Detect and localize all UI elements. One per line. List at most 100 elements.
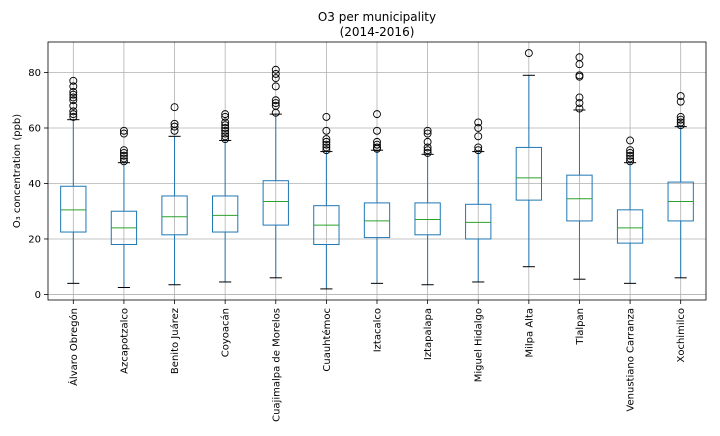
- outlier-point: [474, 143, 483, 152]
- outlier-point: [474, 132, 483, 141]
- box-iqr: [566, 174, 593, 222]
- box-iqr: [414, 202, 441, 236]
- outlier-point: [474, 146, 483, 155]
- x-tick-label: Venustiano Carranza: [626, 308, 637, 412]
- outlier-point: [271, 69, 280, 78]
- outlier-point: [423, 126, 432, 135]
- outlier-point: [423, 129, 432, 138]
- outlier-point: [676, 115, 685, 124]
- outlier-point: [221, 112, 230, 121]
- outlier-point: [221, 126, 230, 135]
- outlier-point: [69, 93, 78, 102]
- box-iqr: [161, 195, 188, 236]
- outlier-point: [626, 146, 635, 155]
- outlier-point: [423, 137, 432, 146]
- outlier-point: [119, 157, 128, 166]
- outlier-point: [575, 53, 584, 62]
- x-tick-label: Iztacalco: [373, 308, 384, 352]
- outlier-point: [119, 126, 128, 135]
- x-tick-label: Iztapalapa: [423, 308, 434, 360]
- box-iqr: [262, 180, 289, 226]
- x-tick-label: Miguel Hidalgo: [474, 308, 485, 382]
- box-iqr: [212, 195, 239, 233]
- outlier-point: [221, 118, 230, 127]
- chart-subtitle: (2014-2016): [340, 25, 415, 39]
- outlier-point: [119, 151, 128, 160]
- outlier-point: [170, 119, 179, 128]
- outlier-point: [676, 112, 685, 121]
- y-tick-label: 20: [28, 234, 41, 245]
- outlier-point: [221, 121, 230, 130]
- outlier-point: [676, 118, 685, 127]
- outlier-point: [322, 143, 331, 152]
- box-iqr: [616, 209, 644, 244]
- outlier-point: [69, 96, 78, 105]
- plot-layer: [60, 49, 694, 290]
- outlier-point: [626, 154, 635, 163]
- outlier-point: [271, 65, 280, 74]
- outlier-point: [271, 96, 280, 105]
- x-tick-label: Cuajimalpa de Morelos: [271, 308, 282, 422]
- outlier-point: [69, 90, 78, 99]
- y-axis-label: O₃ concentration (ppb): [12, 114, 23, 228]
- outlier-point: [524, 49, 533, 58]
- outlier-point: [575, 71, 584, 80]
- outlier-point: [676, 92, 685, 101]
- outlier-point: [322, 112, 331, 121]
- outlier-point: [69, 82, 78, 91]
- outlier-point: [575, 104, 584, 113]
- outlier-point: [271, 101, 280, 110]
- x-tick-label: Tlalpan: [575, 308, 586, 346]
- y-tick-label: 0: [35, 290, 41, 301]
- outlier-point: [170, 103, 179, 112]
- outlier-point: [69, 87, 78, 96]
- x-tick-label: Álvaro Obregón: [67, 308, 80, 386]
- outlier-point: [626, 149, 635, 157]
- outlier-point: [474, 124, 483, 132]
- outlier-point: [575, 99, 584, 107]
- outlier-point: [69, 101, 78, 110]
- outlier-point: [676, 121, 685, 130]
- outlier-point: [423, 143, 432, 152]
- y-tick-label: 80: [28, 68, 41, 79]
- outlier-point: [119, 149, 128, 157]
- outlier-point: [221, 135, 230, 144]
- outlier-point: [423, 146, 432, 155]
- outlier-point: [626, 136, 635, 145]
- outlier-point: [170, 122, 179, 131]
- outlier-point: [373, 126, 381, 135]
- outlier-point: [221, 110, 230, 119]
- box-iqr: [60, 185, 87, 233]
- x-tick-label: Azcapotzalco: [119, 308, 130, 374]
- box-iqr: [363, 202, 391, 239]
- outlier-point: [119, 154, 128, 163]
- outlier-point: [373, 140, 381, 149]
- outlier-point: [423, 149, 432, 157]
- outlier-point: [221, 124, 230, 132]
- outlier-point: [575, 93, 584, 102]
- x-tick-label: Coyoacán: [220, 308, 232, 357]
- outlier-point: [373, 143, 381, 152]
- y-tick-label: 60: [28, 124, 41, 135]
- outlier-point: [271, 82, 280, 91]
- outlier-point: [322, 140, 331, 149]
- outlier-point: [271, 99, 280, 107]
- y-tick-label: 40: [28, 179, 41, 190]
- x-tick-label: Xochimilco: [676, 308, 687, 363]
- outlier-point: [626, 157, 635, 166]
- outlier-point: [322, 126, 331, 135]
- outlier-point: [119, 129, 128, 138]
- outlier-point: [69, 112, 78, 121]
- x-tick-label: Benito Juárez: [169, 308, 181, 374]
- outlier-point: [69, 76, 78, 85]
- box-iqr: [515, 146, 543, 201]
- outlier-point: [373, 110, 381, 119]
- outlier-point: [676, 97, 685, 106]
- outlier-point: [221, 129, 230, 138]
- outlier-point: [474, 118, 483, 127]
- box-iqr: [465, 203, 492, 240]
- outlier-point: [69, 110, 78, 119]
- outlier-point: [373, 137, 381, 146]
